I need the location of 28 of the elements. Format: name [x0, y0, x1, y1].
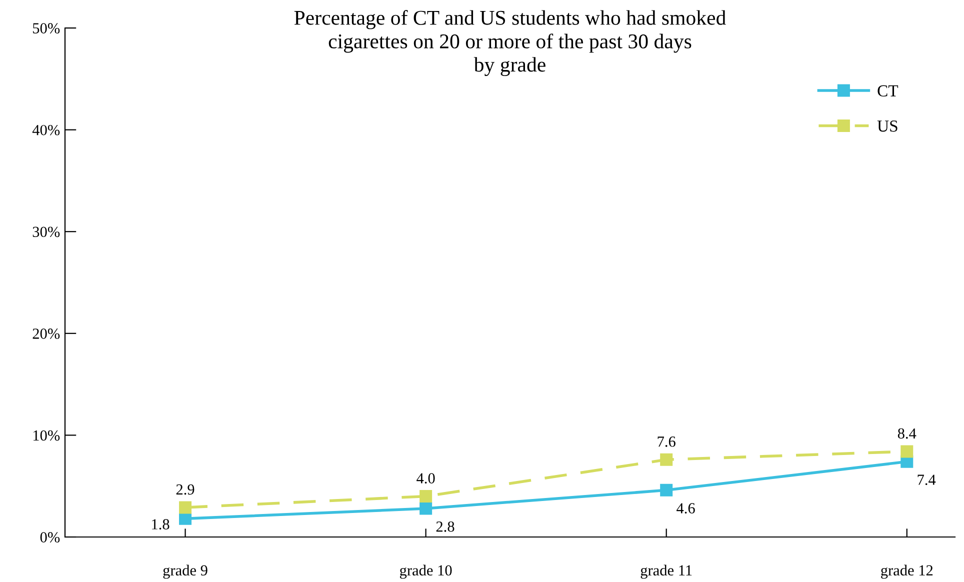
y-tick-label: 40% [32, 124, 60, 136]
point [900, 445, 914, 458]
data-label: 7.4 [918, 474, 936, 486]
x-tick-label: grade 12 [881, 564, 933, 579]
data-label: 8.4 [898, 428, 916, 439]
y-tick-label: 0% [40, 532, 60, 542]
chart-title: Percentage of CT and US students who had smoked cigarettes on 20 or more of the past 30 days by grade [294, 10, 726, 76]
data-label: 2.9 [176, 484, 194, 495]
point [660, 484, 673, 496]
x-tick-label: grade 9 [163, 564, 208, 579]
data-label: 2.8 [436, 521, 454, 532]
y-tick-label: 10% [33, 430, 60, 441]
y-tick-label: 20% [32, 328, 60, 339]
point [660, 453, 673, 466]
point [179, 512, 192, 525]
x-tick-label: grade 10 [400, 564, 452, 579]
x-tick-label: grade 11 [640, 564, 692, 579]
data-label: 1.8 [152, 519, 170, 530]
point [420, 502, 432, 515]
data-label: 7.6 [658, 436, 676, 447]
y-tick-label: 30% [32, 226, 60, 238]
y-tick-label: 50% [33, 23, 60, 34]
point [420, 490, 432, 503]
legend-label: US [877, 120, 898, 132]
legend-label: CT [878, 85, 898, 96]
point [179, 501, 192, 514]
data-label: 4.6 [676, 503, 695, 514]
data-label: 4.0 [416, 473, 435, 484]
